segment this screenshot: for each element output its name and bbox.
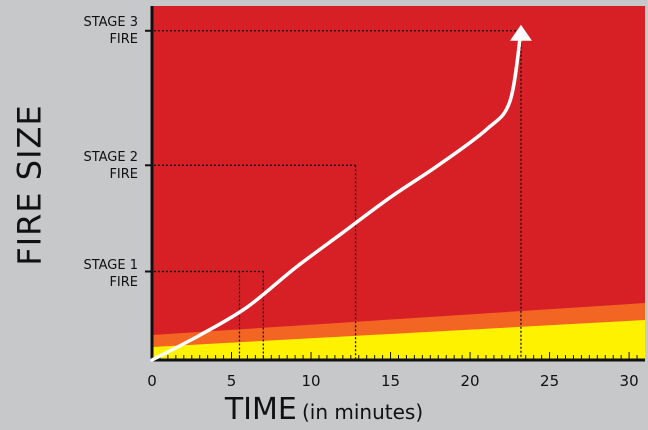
x-axis-label: TIME xyxy=(224,392,297,427)
red-area xyxy=(152,6,645,360)
x-tick-label-20: 20 xyxy=(461,372,480,390)
x-tick-label-30: 30 xyxy=(620,372,639,390)
x-axis-label-suffix: (in minutes) xyxy=(301,400,424,424)
curve-arrow-head xyxy=(509,24,532,41)
x-tick-label-10: 10 xyxy=(301,372,320,390)
stage-2-label-line1: STAGE 2 xyxy=(83,150,138,165)
stage-1-label: STAGE 1 FIRE xyxy=(28,257,138,291)
x-axis-label-container: TIME (in minutes) xyxy=(0,392,648,427)
x-tick-label-0: 0 xyxy=(147,372,157,390)
y-axis-label: FIRE SIZE xyxy=(11,104,50,266)
x-tick-label-5: 5 xyxy=(227,372,237,390)
yellow-band xyxy=(152,320,645,360)
stage-1-label-line2: FIRE xyxy=(109,275,138,290)
stage-3-label-line2: FIRE xyxy=(109,32,138,47)
x-tick-label-15: 15 xyxy=(381,372,400,390)
stage-2-label: STAGE 2 FIRE xyxy=(28,149,138,183)
stage-3-label-line1: STAGE 3 xyxy=(83,15,138,30)
stage-2-label-line2: FIRE xyxy=(109,167,138,182)
stage-1-label-line1: STAGE 1 xyxy=(83,258,138,273)
x-tick-label-25: 25 xyxy=(540,372,559,390)
fire-growth-curve xyxy=(150,29,523,362)
stage-3-label: STAGE 3 FIRE xyxy=(28,14,138,48)
